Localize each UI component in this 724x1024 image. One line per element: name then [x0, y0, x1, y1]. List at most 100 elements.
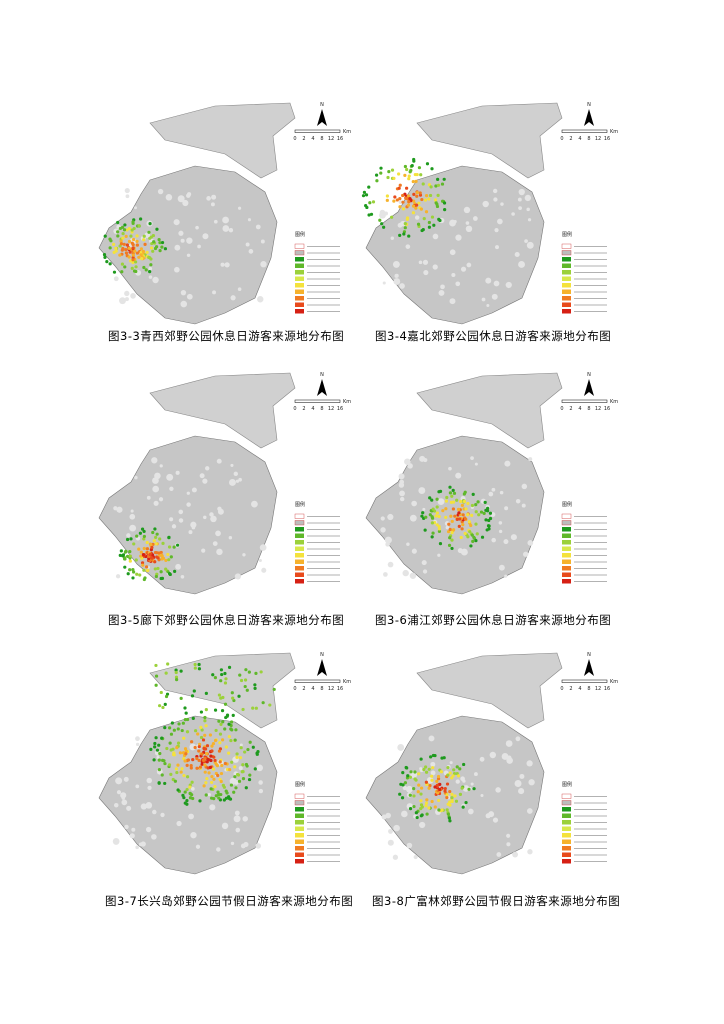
texture-dot — [414, 215, 420, 220]
hotspot-dot — [428, 193, 433, 198]
hotspot-dot — [237, 694, 241, 698]
hotspot-dot — [203, 733, 207, 737]
hotspot-dot — [132, 269, 137, 273]
hotspot-dot — [403, 164, 407, 169]
hotspot-dot — [463, 531, 467, 536]
texture-dot — [511, 212, 515, 216]
hotspot-dot — [428, 496, 432, 500]
hotspot-dot — [398, 205, 402, 209]
hotspot-dot — [419, 207, 424, 211]
scale-tick: 8 — [320, 136, 323, 142]
hotspot-dot — [430, 774, 434, 778]
hotspot-dot — [120, 248, 124, 252]
hotspot-dot — [401, 200, 405, 204]
hotspot-dot — [139, 247, 144, 251]
hotspot-dot — [190, 694, 195, 698]
texture-dot — [455, 472, 462, 479]
texture-dot — [491, 293, 498, 300]
scale-tick: 2 — [569, 686, 572, 692]
hotspot-dot — [148, 236, 152, 240]
texture-dot — [135, 736, 140, 742]
hotspot-dot — [246, 747, 250, 752]
scale-tick: 12 — [595, 136, 601, 142]
hotspot-dot — [159, 570, 163, 574]
texture-dot — [235, 827, 241, 833]
hotspot-dot — [392, 176, 396, 180]
legend-swatch — [561, 513, 572, 519]
hotspot-dot — [147, 557, 151, 561]
texture-dot — [243, 841, 249, 848]
hotspot-dot — [154, 542, 158, 546]
legend-swatch — [295, 533, 304, 538]
hotspot-dot — [119, 239, 123, 243]
hotspot-dot — [142, 234, 146, 238]
hotspot-dot — [222, 785, 226, 789]
hotspot-dot — [470, 533, 474, 537]
hotspot-dot — [380, 222, 384, 226]
hotspot-dot — [203, 719, 207, 723]
hotspot-dot — [436, 777, 441, 781]
texture-dot — [390, 236, 395, 241]
legend-swatch — [295, 826, 304, 831]
texture-dot — [255, 224, 261, 230]
hotspot-dot — [131, 576, 135, 580]
hotspot-dot — [487, 527, 491, 531]
hotspot-dot — [131, 260, 135, 265]
scale-tick: 8 — [587, 686, 590, 692]
hotspot-dot — [238, 756, 243, 760]
hotspot-dot — [448, 527, 452, 532]
hotspot-dot — [208, 733, 213, 737]
hotspot-dot — [203, 715, 207, 720]
texture-dot — [129, 513, 136, 520]
hotspot-dot — [438, 542, 443, 546]
hotspot-dot — [411, 179, 415, 184]
texture-dot — [474, 772, 478, 777]
texture-dot — [381, 814, 387, 820]
hotspot-dot — [244, 762, 249, 767]
hotspot-dot — [425, 812, 429, 816]
hotspot-dot — [219, 679, 223, 683]
hotspot-dot — [406, 774, 410, 778]
hotspot-dot — [137, 255, 141, 259]
hotspot-dot — [446, 530, 451, 534]
hotspot-dot — [390, 215, 394, 219]
hotspot-dot — [141, 249, 146, 254]
hotspot-dot — [413, 172, 417, 177]
legend-title: 图例 — [562, 231, 572, 238]
texture-dot — [174, 244, 181, 251]
hotspot-dot — [132, 542, 136, 546]
hotspot-dot — [184, 711, 188, 715]
scale-tick: 12 — [595, 406, 601, 412]
island — [416, 102, 563, 179]
hotspot-dot — [364, 203, 368, 208]
hotspot-dot — [154, 674, 159, 678]
hotspot-dot — [435, 202, 439, 206]
texture-dot — [492, 817, 499, 823]
hotspot-dot — [413, 770, 417, 774]
hotspot-dot — [488, 516, 493, 521]
texture-dot — [175, 470, 180, 475]
hotspot-dot — [158, 537, 162, 541]
scale-tick: 16 — [337, 406, 343, 412]
island — [149, 372, 296, 449]
hotspot-dot — [154, 683, 158, 687]
hotspot-dot — [128, 549, 132, 554]
hotspot-dot — [434, 514, 438, 518]
texture-dot — [438, 289, 445, 296]
texture-dot — [528, 779, 535, 786]
texture-dot — [393, 278, 401, 285]
hotspot-dot — [208, 765, 213, 769]
figure-caption: 图3-3青西郊野公园休息日游客来源地分布图 — [108, 329, 344, 343]
texture-dot — [202, 478, 208, 484]
texture-dot — [203, 515, 207, 520]
hotspot-dot — [428, 513, 432, 517]
texture-dot — [133, 206, 137, 210]
hotspot-dot — [188, 792, 193, 796]
hotspot-dot — [474, 502, 478, 507]
hotspot-dot — [419, 799, 423, 803]
texture-dot — [426, 776, 434, 784]
hotspot-dot — [142, 577, 146, 582]
texture-dot — [156, 755, 160, 759]
texture-dot — [463, 206, 471, 214]
